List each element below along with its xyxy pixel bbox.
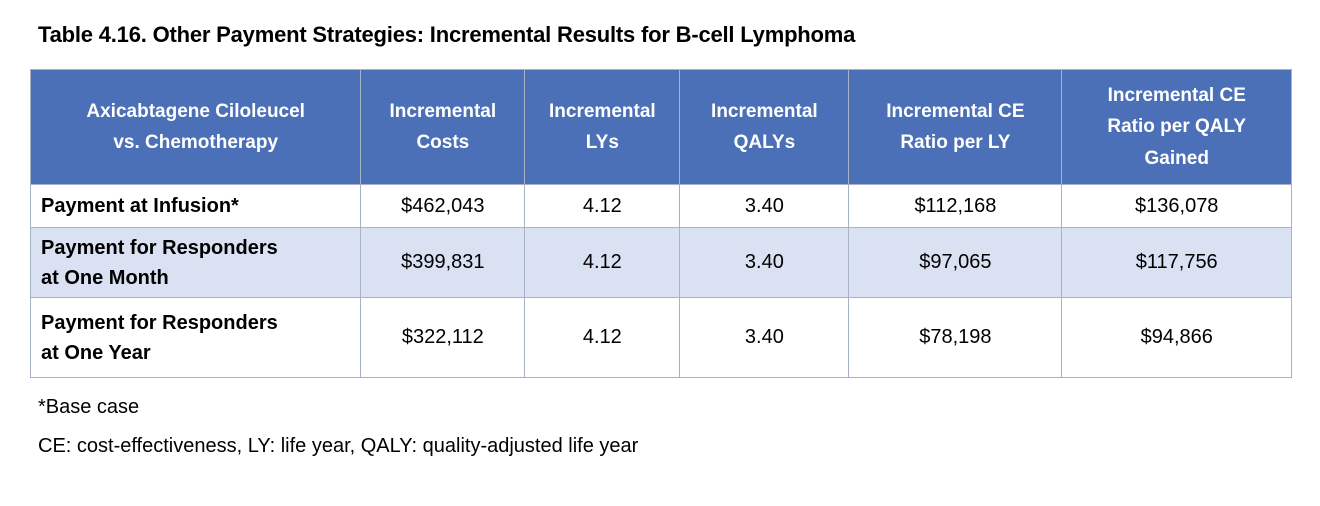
row-label-responders-one-month: Payment for Responders at One Month (29, 227, 362, 298)
cell-incremental-costs: $399,831 (360, 227, 526, 298)
cell-incremental-lys: 4.12 (524, 227, 681, 298)
cell-incremental-qalys: 3.40 (679, 297, 850, 378)
cell-ce-ratio-per-qaly: $117,756 (1061, 227, 1292, 298)
cell-incremental-qalys: 3.40 (679, 227, 850, 298)
header-ce-ratio-per-ly: Incremental CE Ratio per LY (848, 69, 1063, 185)
footnote-abbreviations: CE: cost-effectiveness, LY: life year, Q… (38, 435, 639, 457)
cell-incremental-lys: 4.12 (524, 184, 681, 228)
header-ce-ratio-per-qaly: Incremental CE Ratio per QALY Gained (1061, 69, 1292, 185)
header-comparison: Axicabtagene Ciloleucel vs. Chemotherapy (29, 69, 362, 185)
header-incremental-qalys: Incremental QALYs (679, 69, 850, 185)
header-row: Axicabtagene Ciloleucel vs. Chemotherapy… (29, 69, 1292, 185)
table-row: Payment for Responders at One Year $322,… (29, 297, 1292, 378)
footnotes: *Base case CE: cost-effectiveness, LY: l… (38, 388, 1290, 466)
cell-incremental-costs: $462,043 (360, 184, 526, 228)
table-title: Table 4.16. Other Payment Strategies: In… (38, 22, 856, 47)
header-incremental-costs: Incremental Costs (360, 69, 526, 185)
cell-ce-ratio-per-ly: $78,198 (848, 297, 1063, 378)
header-incremental-lys: Incremental LYs (524, 69, 681, 185)
cell-incremental-lys: 4.12 (524, 297, 681, 378)
incremental-results-table: Axicabtagene Ciloleucel vs. Chemotherapy… (29, 69, 1292, 378)
cell-incremental-qalys: 3.40 (679, 184, 850, 228)
cell-ce-ratio-per-qaly: $94,866 (1061, 297, 1292, 378)
cell-ce-ratio-per-ly: $112,168 (848, 184, 1063, 228)
row-label-responders-one-year: Payment for Responders at One Year (29, 297, 362, 378)
row-label-payment-at-infusion: Payment at Infusion* (29, 184, 362, 228)
footnote-base-case: *Base case (38, 396, 140, 418)
cell-ce-ratio-per-qaly: $136,078 (1061, 184, 1292, 228)
table-row: Payment for Responders at One Month $399… (29, 227, 1292, 298)
table-row: Payment at Infusion* $462,043 4.12 3.40 … (29, 184, 1292, 228)
cell-incremental-costs: $322,112 (360, 297, 526, 378)
cell-ce-ratio-per-ly: $97,065 (848, 227, 1063, 298)
